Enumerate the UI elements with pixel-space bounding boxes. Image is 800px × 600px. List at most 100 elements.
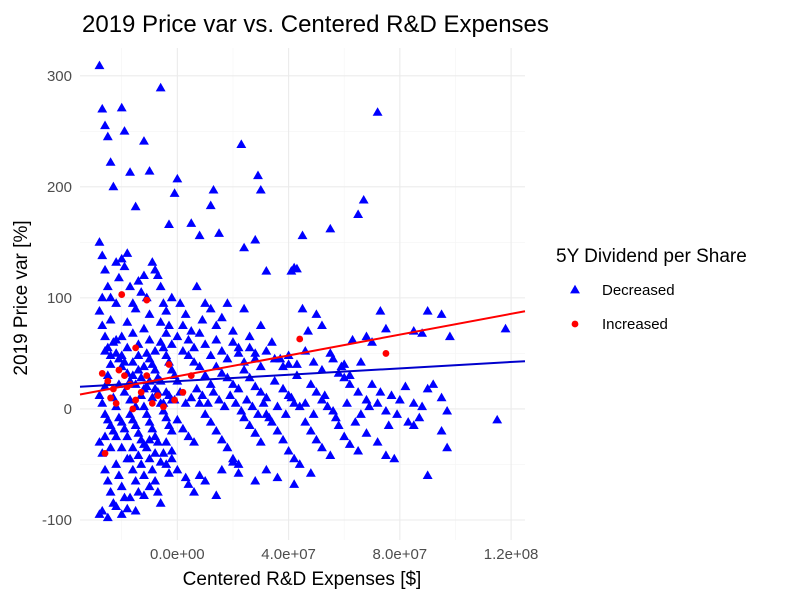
decreased-point [144,417,155,426]
decreased-point [305,379,316,388]
increased-point [107,394,114,402]
decreased-point [105,157,116,166]
decreased-point [236,405,247,415]
decreased-point [328,353,339,363]
decreased-point [222,353,233,363]
decreased-point [436,309,447,318]
decreased-point [278,434,288,444]
decreased-point [144,481,155,491]
decreased-point [208,184,219,194]
decreased-point [164,320,174,330]
decreased-point [214,394,225,404]
decreased-point [172,173,183,183]
decreased-point [161,437,172,446]
decreased-point [97,250,108,260]
decreased-point [122,317,133,326]
decreased-point [317,364,327,374]
decreased-point [97,505,108,515]
decreased-point [500,323,511,333]
decreased-point [233,342,244,352]
decreased-point [291,359,302,368]
decreased-point [308,357,319,366]
decreased-point [183,350,194,360]
legend-increased-marker [571,320,579,328]
decreased-point [266,337,277,346]
x-axis-title: Centered R&D Expenses [$] [183,569,422,590]
decreased-point [200,298,211,307]
increased-point [154,392,162,400]
decreased-point [194,470,205,479]
decreased-point [239,303,250,313]
decreased-point [300,417,311,426]
decreased-point [122,453,133,463]
decreased-point [164,219,174,228]
decreased-point [269,375,280,385]
decreased-point [152,487,163,496]
decreased-point [355,409,366,418]
decreased-point [105,314,116,324]
decreased-point [216,368,227,377]
decreased-point [202,398,213,407]
increased-point [143,296,151,304]
decreased-point [158,448,169,457]
increased-point [296,335,304,343]
decreased-point [139,439,149,448]
decreased-point [166,292,177,302]
legend-items: Decreased Increased [570,282,675,333]
decreased-point [133,350,144,360]
decreased-point [244,342,255,352]
decreased-point [286,392,297,402]
decreased-point [442,405,453,415]
decreased-point [222,442,233,452]
decreased-point [283,445,294,455]
decreased-point [194,398,205,407]
decreased-point [177,320,188,330]
decreased-point [139,490,149,499]
increased-trend-line [79,310,526,396]
trend-lines [79,310,526,396]
decreased-point [294,459,305,468]
decreased-point [125,281,136,291]
decreased-point [233,348,244,357]
decreased-point [116,350,127,360]
decreased-point [147,392,158,402]
decreased-point [150,448,161,457]
decreased-point [205,379,216,388]
decreased-point [119,387,130,396]
decreased-point [383,420,394,429]
decreased-point [361,428,372,437]
decreased-point [141,409,152,418]
decreased-point [139,361,149,371]
decreased-point [233,459,244,468]
decreased-point [161,328,172,337]
decreased-point [130,420,141,429]
decreased-point [152,437,163,446]
decreased-point [113,470,124,479]
decreased-point [291,263,302,273]
decreased-point [253,170,263,180]
decreased-point [258,398,269,407]
decreased-point [111,334,122,344]
decreased-point [189,487,199,496]
decreased-point [444,331,455,341]
decreased-point [164,468,174,477]
decreased-point [353,209,364,218]
decreased-point [216,434,227,444]
decreased-point [408,420,419,429]
decreased-point [417,401,428,411]
decreased-point [361,331,372,341]
decreased-point [272,401,283,411]
legend-decreased-label: Decreased [602,282,675,299]
decreased-point [119,423,130,433]
decreased-point [130,475,141,485]
decreased-point [139,401,149,411]
decreased-point [100,264,110,274]
decreased-point [255,361,266,371]
decreased-point [239,412,250,422]
y-axis-ticks: -100 0 100 200 300 [42,68,72,529]
decreased-point [94,60,105,70]
decreased-point [147,423,158,433]
decreased-point [169,188,180,197]
increased-point [101,449,109,457]
increased-point [143,372,151,380]
